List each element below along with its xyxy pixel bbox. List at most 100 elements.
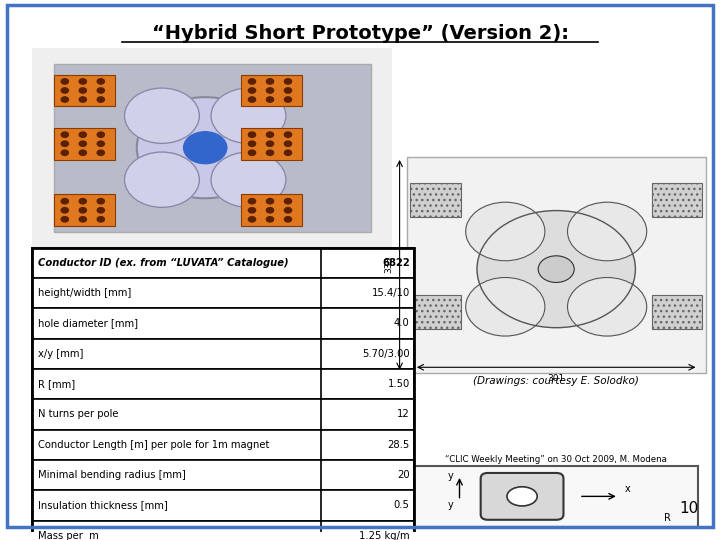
Text: R: R (665, 512, 671, 523)
Text: N turns per pole: N turns per pole (38, 409, 119, 420)
Circle shape (97, 150, 104, 156)
Text: Conductor ID (ex. from “LUVATA” Catalogue): Conductor ID (ex. from “LUVATA” Catalogu… (38, 258, 289, 268)
Circle shape (284, 217, 292, 222)
Circle shape (97, 88, 104, 93)
Circle shape (248, 132, 256, 137)
Bar (652, 295, 702, 329)
Circle shape (61, 217, 68, 222)
Bar (414, 466, 698, 527)
Bar (32, 490, 414, 521)
Circle shape (248, 79, 256, 84)
Bar (32, 339, 414, 369)
Circle shape (266, 88, 274, 93)
Circle shape (567, 202, 647, 261)
Bar (241, 75, 302, 106)
Text: Conductor Length [m] per pole for 1m magnet: Conductor Length [m] per pole for 1m mag… (38, 440, 269, 450)
Circle shape (567, 278, 647, 336)
Circle shape (266, 79, 274, 84)
Circle shape (266, 141, 274, 146)
Circle shape (284, 150, 292, 156)
Circle shape (137, 97, 274, 198)
Text: 333: 333 (384, 256, 393, 273)
Text: hole diameter [mm]: hole diameter [mm] (38, 319, 138, 328)
Circle shape (97, 141, 104, 146)
Circle shape (61, 88, 68, 93)
Circle shape (79, 150, 86, 156)
Circle shape (248, 88, 256, 93)
Text: 28.5: 28.5 (387, 440, 410, 450)
Text: 12: 12 (397, 409, 410, 420)
Text: y: y (448, 471, 454, 481)
Bar (32, 247, 414, 540)
Circle shape (266, 207, 274, 213)
Circle shape (284, 79, 292, 84)
Circle shape (284, 132, 292, 137)
Circle shape (266, 217, 274, 222)
Bar (652, 183, 702, 218)
Circle shape (538, 256, 575, 282)
Text: 20: 20 (397, 470, 410, 480)
Bar (32, 247, 414, 278)
Circle shape (477, 211, 636, 328)
Bar (407, 157, 706, 373)
Circle shape (79, 97, 86, 102)
Circle shape (211, 88, 286, 144)
Bar (54, 75, 115, 106)
Text: 5.70/3.00: 5.70/3.00 (362, 349, 410, 359)
Bar (32, 399, 414, 429)
Circle shape (466, 202, 545, 261)
Text: 15.4/10: 15.4/10 (372, 288, 410, 298)
Circle shape (248, 150, 256, 156)
Bar (32, 369, 414, 399)
Circle shape (248, 141, 256, 146)
Bar (241, 128, 302, 160)
Bar (54, 128, 115, 160)
Text: “CLIC Weekly Meeting” on 30 Oct 2009, M. Modena: “CLIC Weekly Meeting” on 30 Oct 2009, M.… (445, 455, 667, 464)
Text: 0.5: 0.5 (394, 501, 410, 510)
Text: 6822: 6822 (382, 258, 410, 268)
Circle shape (61, 207, 68, 213)
Circle shape (284, 199, 292, 204)
Bar (54, 64, 371, 232)
Text: “Hybrid Short Prototype” (Version 2):: “Hybrid Short Prototype” (Version 2): (151, 24, 569, 43)
Bar (32, 521, 414, 540)
Circle shape (79, 217, 86, 222)
Circle shape (79, 207, 86, 213)
Text: Insulation thickness [mm]: Insulation thickness [mm] (38, 501, 168, 510)
FancyBboxPatch shape (481, 473, 564, 520)
Text: x: x (624, 484, 630, 494)
Circle shape (61, 97, 68, 102)
Circle shape (97, 217, 104, 222)
Circle shape (248, 207, 256, 213)
Circle shape (61, 141, 68, 146)
Bar (410, 183, 461, 218)
Text: 1.50: 1.50 (387, 379, 410, 389)
Circle shape (97, 132, 104, 137)
Circle shape (266, 97, 274, 102)
Text: R [mm]: R [mm] (38, 379, 76, 389)
Circle shape (284, 88, 292, 93)
Circle shape (266, 199, 274, 204)
Text: Minimal bending radius [mm]: Minimal bending radius [mm] (38, 470, 186, 480)
Circle shape (248, 97, 256, 102)
Circle shape (284, 207, 292, 213)
Circle shape (211, 152, 286, 207)
Text: height/width [mm]: height/width [mm] (38, 288, 132, 298)
Bar (54, 194, 115, 226)
Circle shape (79, 199, 86, 204)
Circle shape (466, 278, 545, 336)
Circle shape (184, 132, 227, 164)
Circle shape (266, 150, 274, 156)
Circle shape (79, 141, 86, 146)
Circle shape (248, 217, 256, 222)
Bar (241, 194, 302, 226)
Text: 10: 10 (679, 501, 698, 516)
Bar (32, 308, 414, 339)
Circle shape (97, 199, 104, 204)
Circle shape (97, 97, 104, 102)
Text: 4.0: 4.0 (394, 319, 410, 328)
Circle shape (61, 150, 68, 156)
Bar (32, 48, 392, 247)
Circle shape (125, 88, 199, 144)
Text: 1.25 kg/m: 1.25 kg/m (359, 531, 410, 540)
